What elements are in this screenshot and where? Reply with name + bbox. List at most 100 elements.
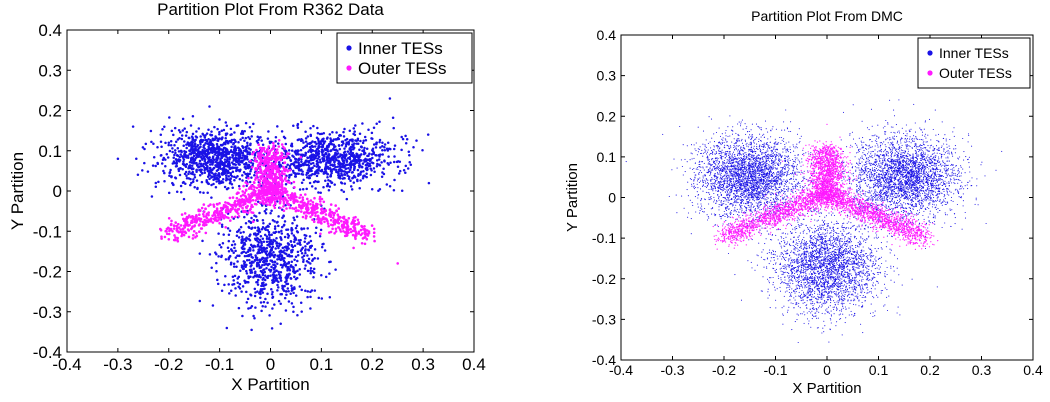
inner-tes-point — [309, 162, 313, 166]
inner-tes-point — [256, 278, 260, 282]
inner-tes-point — [836, 284, 838, 286]
outer-tes-point — [326, 222, 330, 225]
inner-tes-point — [306, 290, 310, 293]
inner-tes-point — [378, 138, 382, 142]
inner-tes-point — [928, 202, 930, 205]
inner-tes-point — [345, 197, 349, 201]
inner-tes-point — [336, 165, 340, 169]
inner-tes-point — [300, 288, 303, 292]
outer-tes-point — [191, 217, 195, 221]
inner-tes-point — [874, 189, 876, 191]
inner-tes-point — [409, 163, 413, 166]
inner-tes-point — [717, 226, 719, 228]
inner-tes-point — [211, 163, 214, 166]
inner-tes-point — [246, 297, 250, 301]
inner-tes-point — [932, 173, 934, 175]
inner-tes-point — [186, 154, 190, 157]
inner-tes-point — [871, 200, 873, 202]
outer-tes-point — [285, 207, 288, 210]
outer-tes-point — [324, 217, 327, 220]
inner-tes-point — [791, 329, 793, 331]
inner-tes-point — [346, 150, 350, 153]
inner-tes-point — [814, 263, 816, 265]
inner-tes-point — [275, 274, 278, 277]
outer-tes-point — [285, 155, 288, 158]
inner-tes-point — [770, 196, 772, 199]
inner-tes-point — [222, 233, 225, 236]
inner-tes-point — [393, 178, 396, 182]
outer-tes-point — [334, 227, 338, 231]
inner-tes-point — [222, 128, 226, 132]
outer-tes-point — [283, 147, 287, 150]
inner-tes-point — [343, 176, 346, 180]
outer-tes-point — [316, 214, 320, 218]
outer-tes-point — [187, 235, 191, 239]
inner-tes-point — [295, 157, 298, 161]
chart-1: Partition Plot From R362 Data-0.4 -0.3 -0.… — [8, 0, 486, 394]
inner-tes-point — [856, 167, 858, 169]
outer-tes-point — [295, 199, 299, 202]
outer-tes-point — [170, 219, 173, 223]
outer-tes-point — [283, 191, 286, 194]
outer-tes-point — [283, 196, 287, 200]
outer-tes-point — [336, 213, 340, 216]
outer-tes-point — [172, 227, 176, 230]
outer-tes-point — [304, 193, 307, 196]
outer-tes-point — [243, 191, 247, 194]
outer-tes-point — [173, 234, 176, 237]
outer-tes-point — [160, 237, 163, 240]
inner-tes-point — [954, 217, 956, 219]
outer-tes-point — [217, 219, 220, 222]
inner-tes-point — [749, 160, 751, 162]
inner-tes-point — [361, 162, 365, 165]
inner-tes-point — [218, 243, 221, 247]
inner-tes-point — [324, 179, 327, 183]
inner-tes-point — [207, 128, 210, 131]
inner-tes-point — [171, 150, 174, 154]
outer-tes-point — [266, 182, 270, 186]
outer-tes-point — [281, 188, 284, 191]
inner-tes-point — [786, 128, 789, 130]
inner-tes-point — [279, 263, 283, 267]
inner-tes-point — [254, 245, 257, 248]
inner-tes-point — [286, 236, 290, 239]
inner-tes-point — [253, 287, 257, 291]
outer-tes-point — [274, 197, 277, 201]
inner-tes-point — [720, 218, 722, 220]
inner-tes-point — [774, 159, 776, 161]
inner-tes-point — [250, 304, 254, 308]
inner-tes-point — [172, 183, 175, 187]
inner-tes-point — [872, 315, 874, 318]
inner-tes-point — [213, 177, 217, 181]
inner-tes-point — [244, 121, 248, 125]
inner-tes-point — [197, 147, 200, 151]
outer-tes-point — [335, 209, 339, 213]
inner-tes-point — [326, 176, 329, 179]
inner-tes-point — [338, 134, 341, 137]
inner-tes-point — [250, 264, 253, 267]
outer-tes-point — [186, 216, 190, 219]
inner-tes-point — [254, 232, 257, 235]
inner-tes-point — [318, 160, 322, 164]
inner-tes-point — [880, 190, 882, 192]
inner-tes-point — [156, 161, 159, 165]
inner-tes-point — [270, 233, 273, 237]
inner-tes-point — [270, 248, 273, 251]
inner-tes-point — [318, 235, 322, 238]
inner-tes-point — [151, 164, 155, 167]
inner-tes-point — [789, 146, 791, 148]
inner-tes-point — [349, 168, 352, 172]
inner-tes-point — [210, 266, 213, 269]
inner-tes-point — [296, 126, 300, 129]
inner-tes-point — [360, 165, 364, 169]
inner-tes-point — [358, 148, 361, 152]
inner-tes-point — [960, 166, 962, 168]
inner-tes-point — [368, 152, 371, 155]
inner-tes-point — [345, 172, 349, 175]
inner-tes-point — [344, 145, 348, 148]
inner-tes-point — [241, 136, 244, 140]
inner-tes-point — [271, 279, 274, 282]
inner-tes-point — [198, 252, 202, 255]
inner-tes-point — [232, 143, 235, 146]
inner-tes-point — [221, 178, 225, 181]
